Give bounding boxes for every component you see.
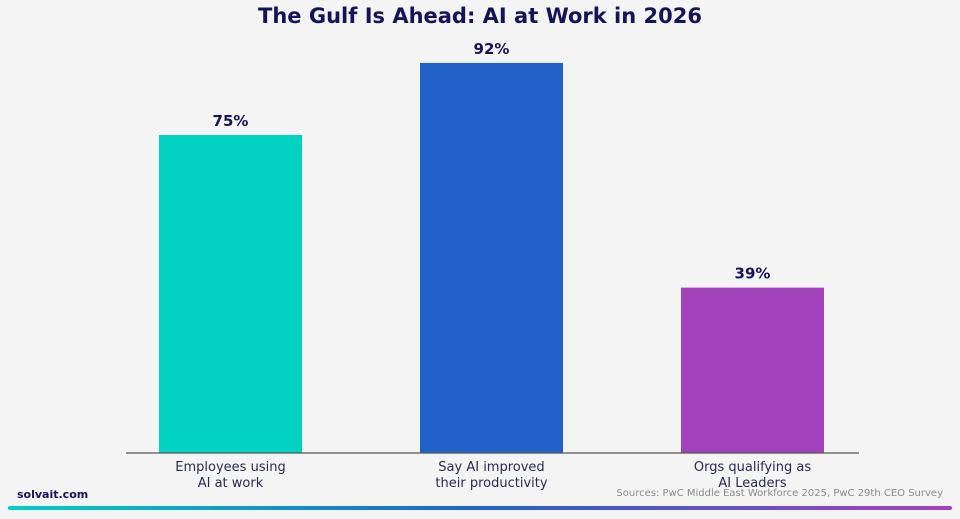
category-label-3-line-2: AI Leaders [718, 476, 786, 491]
data-label-3: 39% [735, 265, 771, 283]
data-label-2: 92% [474, 40, 510, 58]
category-label-1-line-2: AI at work [198, 476, 264, 491]
brand-name: solvait.com [17, 488, 89, 501]
bar-3 [681, 287, 824, 453]
category-label-2-line-2: their productivity [435, 476, 547, 491]
bar-1 [159, 135, 302, 453]
category-label-2-line-1: Say AI improved [438, 460, 544, 475]
chart-title: The Gulf Is Ahead: AI at Work in 2026 [258, 4, 702, 28]
category-label-3-line-1: Orgs qualifying as [694, 460, 811, 475]
bar-2 [420, 62, 563, 454]
data-label-1: 75% [213, 112, 249, 130]
gradient-accent-line [8, 506, 952, 510]
category-label-1-line-1: Employees using [175, 460, 285, 475]
sources-note: Sources: PwC Middle East Workforce 2025,… [616, 488, 943, 499]
